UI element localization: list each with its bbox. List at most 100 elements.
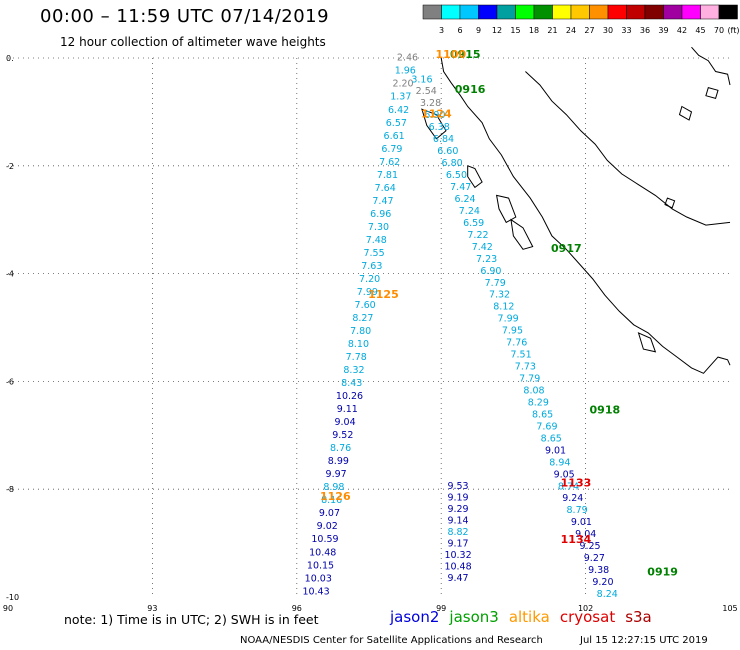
island-outline [495,194,517,224]
swh-value-track-c: 9.17 [447,538,468,549]
scale-tick-label: 12 [492,26,502,35]
swh-value-track-a: 7.62 [379,157,400,168]
swh-value-track-a: 2.20 [392,79,413,90]
jason3-time-label: 0919 [647,565,678,578]
swh-value-track-a: 7.78 [346,352,367,363]
jason3-time-label: 0915 [450,48,481,61]
scale-tick-label: 27 [584,26,594,35]
swh-value-track-a: 8.43 [341,378,362,389]
swh-value-track-a: 10.26 [336,391,363,402]
swh-value-track-c: 10.32 [444,550,471,561]
swh-value-track-b: 8.12 [493,302,514,313]
swh-value-track-a: 7.30 [368,222,389,233]
swh-value-track-a: 6.79 [381,144,402,155]
swh-value-track-b: 7.99 [498,314,519,325]
scale-tick-label: 36 [640,26,650,35]
scale-tick-label: 3 [439,26,444,35]
swh-value-track-a: 7.55 [363,248,384,259]
swh-value-track-b: 8.08 [523,385,544,396]
scale-tick-label: 70 [714,26,724,35]
swh-value-track-b: 2.54 [416,86,437,97]
units-note: note: 1) Time is in UTC; 2) SWH is in fe… [64,612,319,627]
timestamp-text: Jul 15 12:27:15 UTC 2019 [580,635,708,646]
swh-value-track-a: 2.46 [397,53,418,64]
x-tick-label: 99 [436,604,446,613]
swh-value-track-a: 10.15 [307,560,334,571]
x-tick-label: 93 [147,604,157,613]
swh-value-track-a: 10.48 [309,547,336,558]
scale-tick-label: 42 [677,26,687,35]
swh-value-track-a: 1.37 [390,92,411,103]
swh-value-track-a: 8.98 [323,482,344,493]
legend-entry-s3a: s3a [625,608,652,626]
swh-value-track-b: 9.05 [554,469,575,480]
swh-value-track-b: 9.01 [571,517,592,528]
swh-value-track-b: 9.38 [588,565,609,576]
swh-value-track-b: 3.28 [420,98,441,109]
legend-entry-jason2: jason2 [390,608,440,626]
swh-value-track-b: 6.90 [480,266,501,277]
scale-tick-label: 21 [547,26,557,35]
swh-value-track-b: 7.47 [450,182,471,193]
swh-value-track-b: 6.24 [454,194,475,205]
swh-value-track-b: 6.38 [429,122,450,133]
swh-value-track-a: 9.02 [317,521,338,532]
swh-value-track-a: 7.47 [372,196,393,207]
swh-value-track-b: 7.69 [536,421,557,432]
x-tick-label: 90 [3,604,13,613]
swh-value-track-a: 6.96 [370,209,391,220]
swh-value-track-b: 7.24 [459,206,480,217]
swh-value-track-a: 7.80 [350,326,371,337]
swh-value-track-b: 9.04 [575,529,596,540]
swh-value-track-c: 9.47 [447,573,468,584]
cryosat-time-label: 1133 [561,477,592,490]
swh-value-track-b: 8.94 [549,457,570,468]
swh-value-track-b: 6.60 [437,146,458,157]
swh-value-track-b: 8.74 [558,481,579,492]
swh-value-track-b: 7.32 [489,290,510,301]
y-tick-label: 0. [6,54,14,63]
swh-value-track-b: 9.27 [584,553,605,564]
swh-value-track-b: 7.22 [467,230,488,241]
swh-value-track-a: 9.07 [319,508,340,519]
swh-value-track-a: 7.20 [359,274,380,285]
swh-value-track-a: 10.59 [311,534,338,545]
swh-value-track-c: 9.14 [447,516,468,527]
scale-tick-label: 45 [695,26,705,35]
legend-entry-cryosat: cryosat [559,608,616,626]
scale-tick-label: 24 [566,26,576,35]
grid-lines [8,57,730,597]
swh-value-track-b: 7.79 [485,278,506,289]
island-outline [705,86,719,100]
swh-value-track-a: 6.42 [388,105,409,116]
swh-value-track-c: 10.48 [444,561,471,572]
island-outline [510,218,534,250]
scale-tick-label: 15 [510,26,520,35]
swh-value-track-b: 6.59 [463,218,484,229]
y-tick-label: -4 [6,270,14,279]
island-coastline [691,46,731,86]
swh-value-track-a: 9.04 [334,417,355,428]
swh-value-track-b: 3.16 [411,74,432,85]
swh-value-track-b: 7.42 [472,242,493,253]
swh-value-track-b: 9.24 [562,493,583,504]
swh-value-track-c: 9.53 [447,481,468,492]
y-tick-label: -2 [6,162,14,171]
scale-tick-label: 30 [603,26,613,35]
swh-value-track-a: 8.32 [343,365,364,376]
y-tick-label: -10 [6,593,19,602]
page-subtitle: 12 hour collection of altimeter wave hei… [60,35,326,49]
scale-swatch [718,4,738,20]
island-outline [664,197,676,209]
altika-time-label: 1100 [436,48,467,61]
y-tick-label: -6 [6,377,14,386]
swh-value-track-a: 10.03 [305,573,332,584]
swh-value-track-a: 8.16 [321,495,342,506]
swh-value-track-b: 8.79 [567,505,588,516]
swh-value-track-a: 8.10 [348,339,369,350]
swh-value-track-a: 10.43 [302,586,329,597]
island-outline [678,105,693,121]
swh-value-track-a: 7.48 [366,235,387,246]
swh-value-track-a: 9.52 [332,430,353,441]
swh-value-track-b: 9.20 [592,577,613,588]
